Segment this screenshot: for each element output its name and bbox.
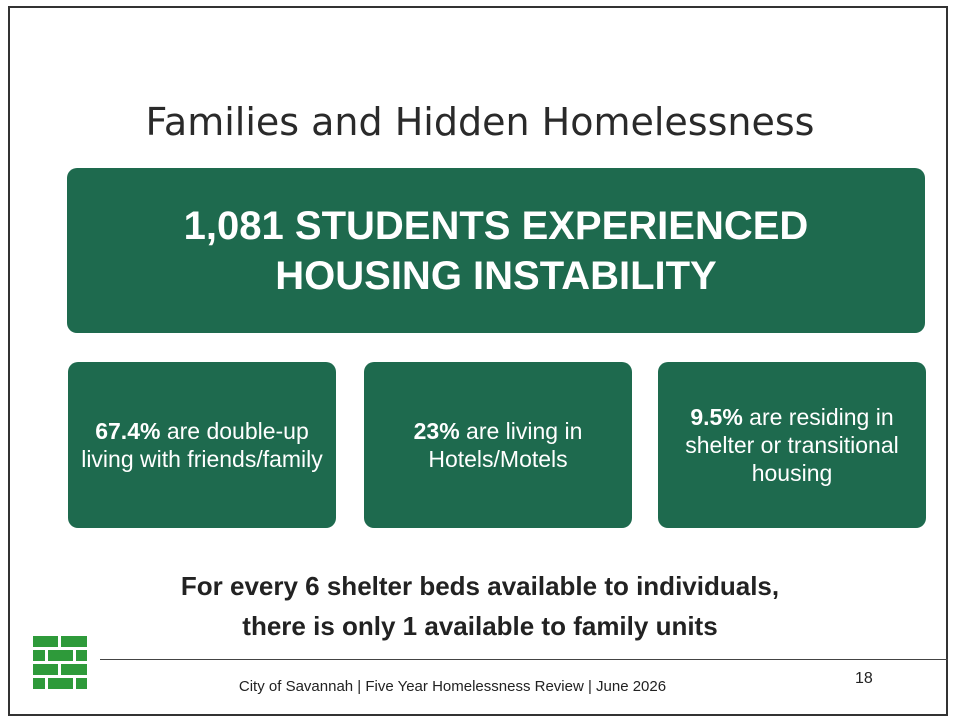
logo <box>33 636 87 689</box>
footer-rule <box>100 659 948 660</box>
stat-text: 9.5% are residing in shelter or transiti… <box>670 403 914 487</box>
stat-description: are double-up living with friends/family <box>81 418 323 472</box>
stat-highlight: 23% <box>413 418 460 444</box>
note: For every 6 shelter beds available to in… <box>0 566 960 646</box>
stat-highlight: 67.4% <box>95 418 161 444</box>
note-line: there is only 1 available to family unit… <box>242 611 718 641</box>
stat-text: 67.4% are double-up living with friends/… <box>80 417 324 473</box>
page-number: 18 <box>855 670 873 687</box>
stat-box: 23% are living in Hotels/Motels <box>364 362 632 528</box>
stat-box: 67.4% are double-up living with friends/… <box>68 362 336 528</box>
stat-description: are residing in shelter or transitional … <box>685 404 899 486</box>
frame <box>8 6 948 716</box>
stat-highlight: 9.5% <box>690 404 743 430</box>
note-line: For every 6 shelter beds available to in… <box>180 571 780 601</box>
banner-line: HOUSING INSTABILITY <box>275 253 717 298</box>
stat-text: 23% are living in Hotels/Motels <box>376 417 620 473</box>
banner: 1,081 STUDENTS EXPERIENCED HOUSING INSTA… <box>67 168 925 333</box>
banner-line: 1,081 STUDENTS EXPERIENCED <box>183 203 809 248</box>
stat-description: are living in Hotels/Motels <box>428 418 583 472</box>
stat-box: 9.5% are residing in shelter or transiti… <box>658 362 926 528</box>
footer-text: City of Savannah | Five Year Homelessnes… <box>238 678 667 695</box>
slide-title: Families and Hidden Homelessness <box>145 100 815 144</box>
